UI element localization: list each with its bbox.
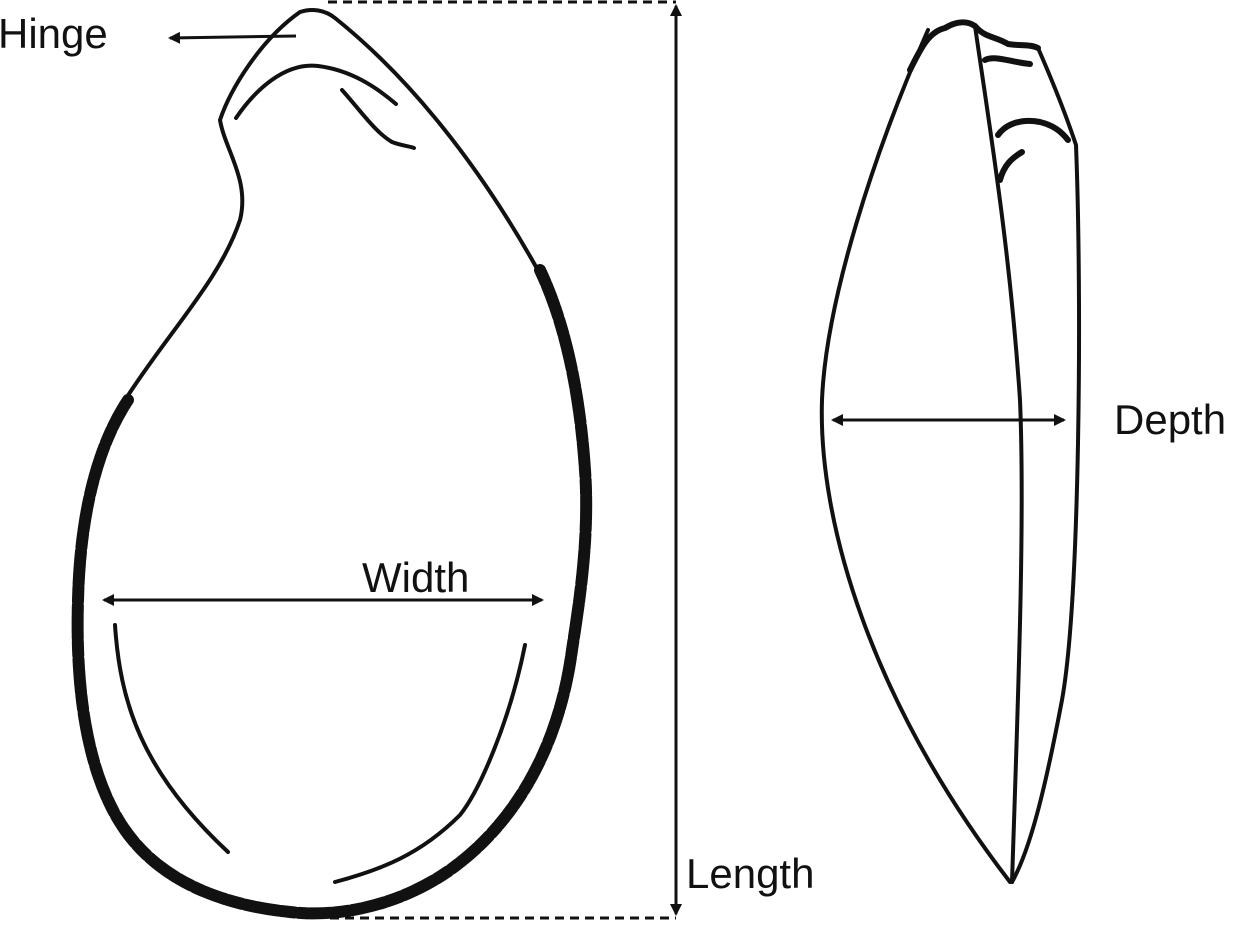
hinge-fold [340,88,416,150]
grain-side-right-outline [1010,46,1082,884]
grain-top-inner-right-curve [333,643,527,884]
grain-top-inner-left-curve [113,623,230,854]
hinge-pointer-arrow [168,31,297,44]
grain-top-view [71,8,593,920]
hinge-label: Hinge [0,10,108,57]
grain-top-ragged-edge [71,264,593,920]
grain-top-outline [75,8,589,916]
depth-label: Depth [1114,396,1226,443]
length-label: Length [686,850,814,897]
grain-side-left-outline [819,28,1012,884]
grain-side-ragged-texture [982,55,1071,183]
width-label: Width [362,554,469,601]
hinge-inner-curve [234,63,398,120]
grain-side-crease [973,24,1024,884]
grain-side-view [819,19,1082,884]
